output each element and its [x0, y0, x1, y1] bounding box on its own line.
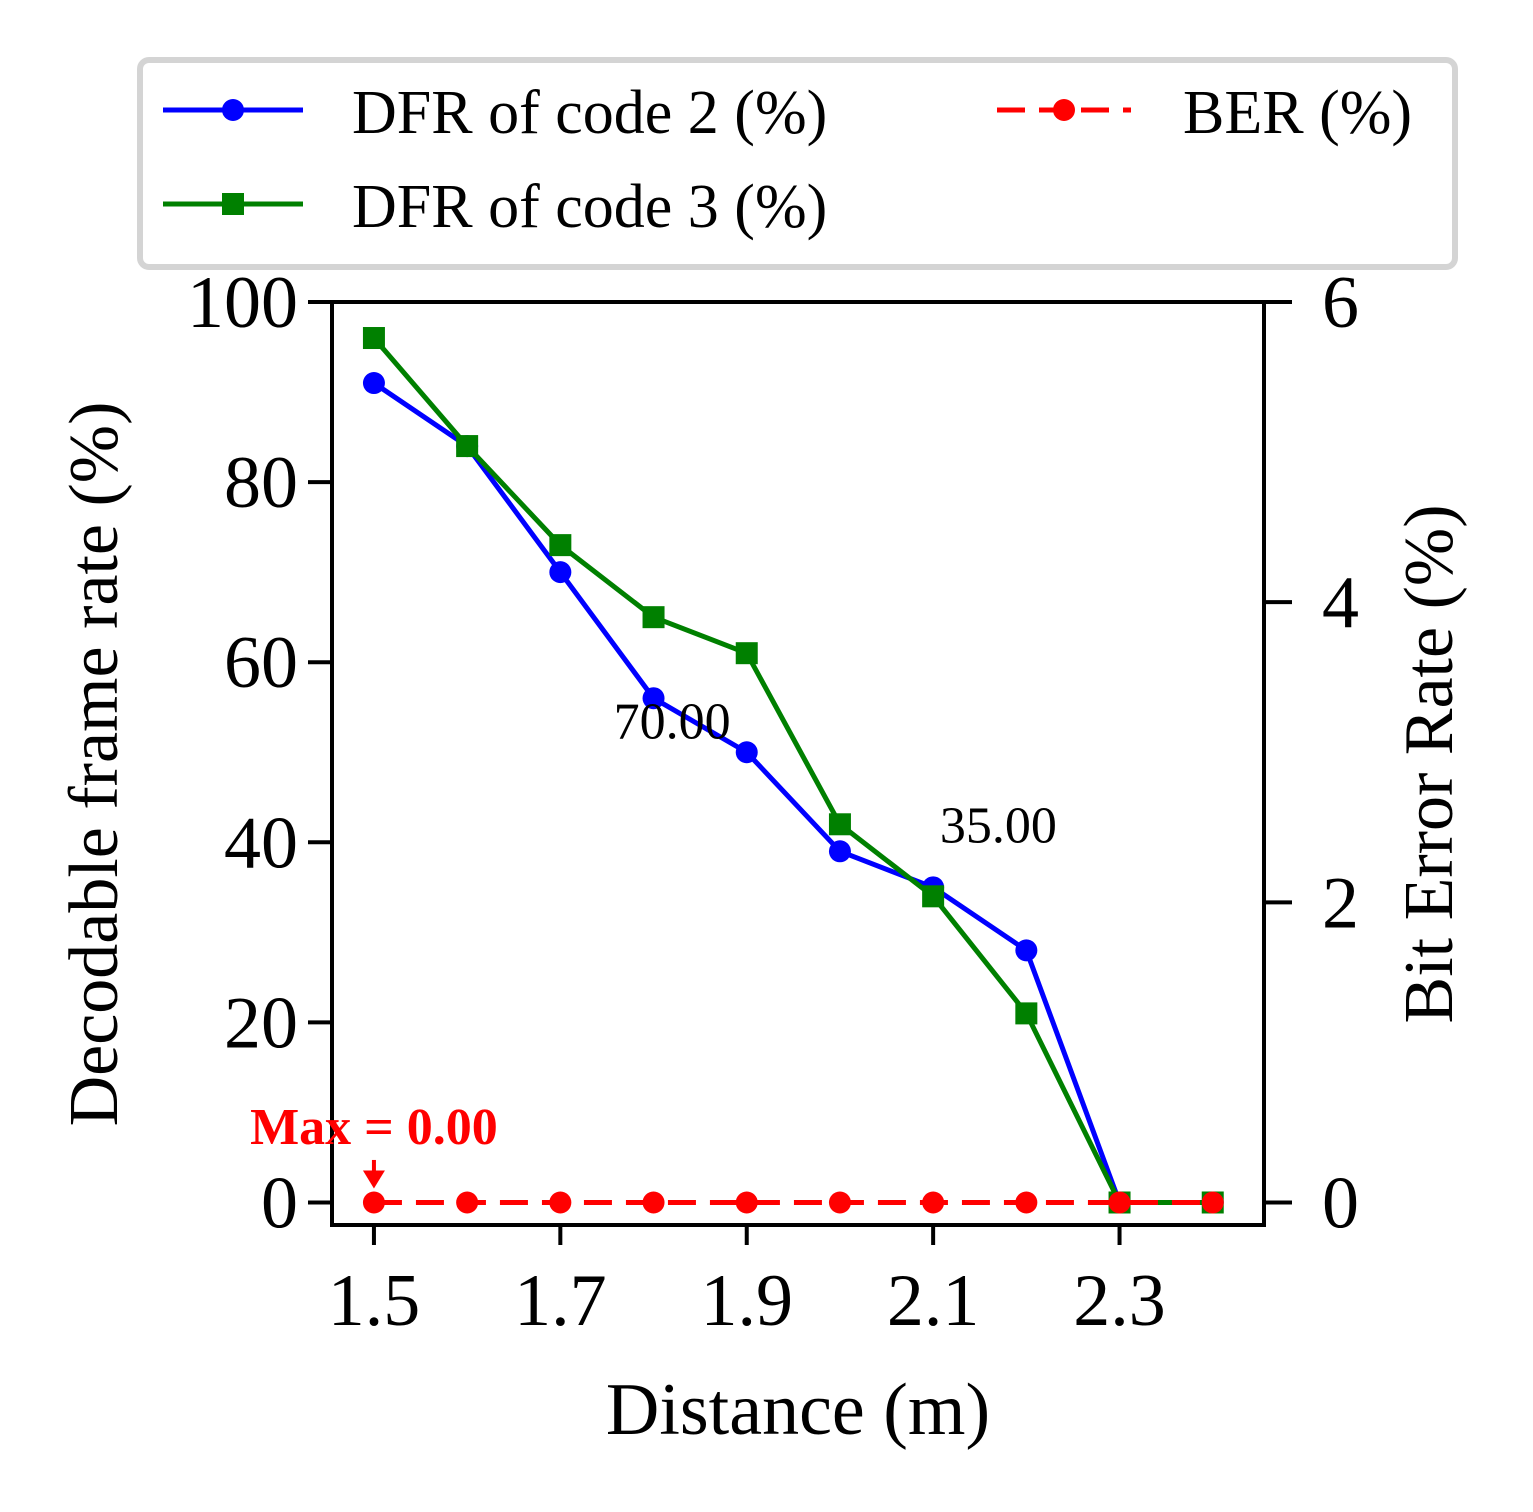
series-3-point	[1015, 1191, 1038, 1214]
y-tick-label: 60	[224, 622, 298, 704]
series-3-point	[735, 1191, 758, 1214]
annotations: 70.00 35.00 Max = 0.00	[250, 694, 1057, 1189]
series-2-point	[362, 327, 385, 350]
series-3-point	[1201, 1191, 1224, 1214]
series-3-point	[456, 1191, 479, 1214]
series-3-point	[922, 1191, 945, 1214]
legend: DFR of code 2 (%) DFR of code 3 (%) BER (%…	[163, 79, 1412, 241]
series-2-point	[828, 813, 851, 836]
y2-tick-label: 4	[1322, 562, 1359, 644]
series-1-point	[1015, 939, 1038, 962]
series-3-point	[1108, 1191, 1131, 1214]
series-2-point	[642, 606, 665, 629]
x-tick-label: 1.5	[328, 1260, 421, 1342]
x-tick-label: 1.7	[514, 1260, 607, 1342]
series-2-point	[1015, 1002, 1038, 1025]
plot-frame	[330, 300, 1266, 1227]
series-3-point	[362, 1191, 385, 1214]
legend-label: BER (%)	[1183, 79, 1412, 147]
series-3-point	[828, 1191, 851, 1214]
series-3-point	[642, 1191, 665, 1214]
annotation-label: 35.00	[940, 797, 1057, 854]
x-axis-label: Distance (m)	[606, 1369, 990, 1451]
series-2-point	[456, 435, 479, 458]
annotation-arrow-head	[362, 1170, 385, 1189]
y-tick-label: 80	[224, 442, 298, 524]
y-axis-label: Decodable frame rate (%)	[56, 402, 133, 1127]
x-tick-label: 2.3	[1073, 1260, 1166, 1342]
series-1-point	[735, 741, 758, 764]
annotation-label: 70.00	[614, 694, 731, 751]
legend-label: DFR of code 2 (%)	[352, 79, 827, 147]
y-tick-label: 20	[224, 982, 298, 1064]
series-2-line	[372, 336, 1213, 1205]
series-1-point	[828, 840, 851, 863]
series-1-line	[372, 380, 1213, 1205]
legend-marker-series-2	[222, 193, 244, 215]
legend-marker-series-1	[222, 99, 244, 121]
y-tick-label: 40	[224, 802, 298, 884]
y2-tick-label: 6	[1322, 262, 1359, 344]
legend-marker-series-3	[1053, 99, 1075, 121]
y-tick-label: 0	[261, 1162, 298, 1244]
y2-tick-label: 0	[1322, 1162, 1359, 1244]
annotation-label: Max = 0.00	[250, 1099, 498, 1156]
series-2-point	[549, 534, 572, 557]
series-3-point	[549, 1191, 572, 1214]
series-1-point	[642, 687, 665, 710]
series-2-point	[735, 642, 758, 665]
series-layer	[362, 327, 1224, 1214]
x-tick-label: 1.9	[700, 1260, 793, 1342]
axis-ticks: 1.5 1.7 1.9 2.1 2.3 0 20 40 60 80 100 0 2 4 6	[187, 262, 1359, 1342]
series-1-point	[362, 372, 385, 395]
series-2-point	[922, 885, 945, 908]
legend-label: DFR of code 3 (%)	[352, 173, 827, 241]
x-tick-label: 2.1	[887, 1260, 980, 1342]
y2-tick-label: 2	[1322, 862, 1359, 944]
y-tick-label: 100	[187, 262, 298, 344]
y2-axis-label: Bit Error Rate (%)	[1391, 505, 1468, 1024]
series-1-point	[549, 561, 572, 584]
